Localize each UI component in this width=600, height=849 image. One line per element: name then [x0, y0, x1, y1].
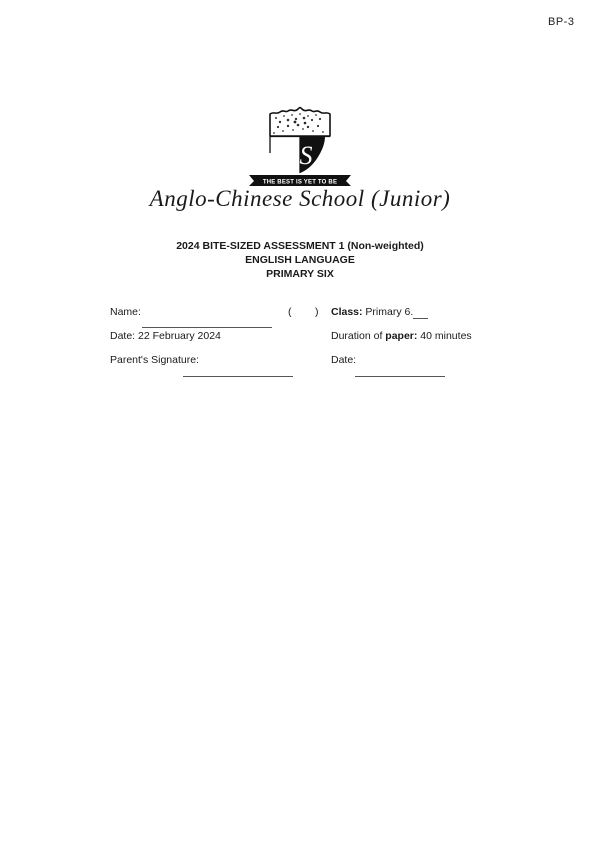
- svg-text:THE BEST IS YET TO BE: THE BEST IS YET TO BE: [263, 180, 337, 186]
- svg-text:S: S: [300, 141, 313, 170]
